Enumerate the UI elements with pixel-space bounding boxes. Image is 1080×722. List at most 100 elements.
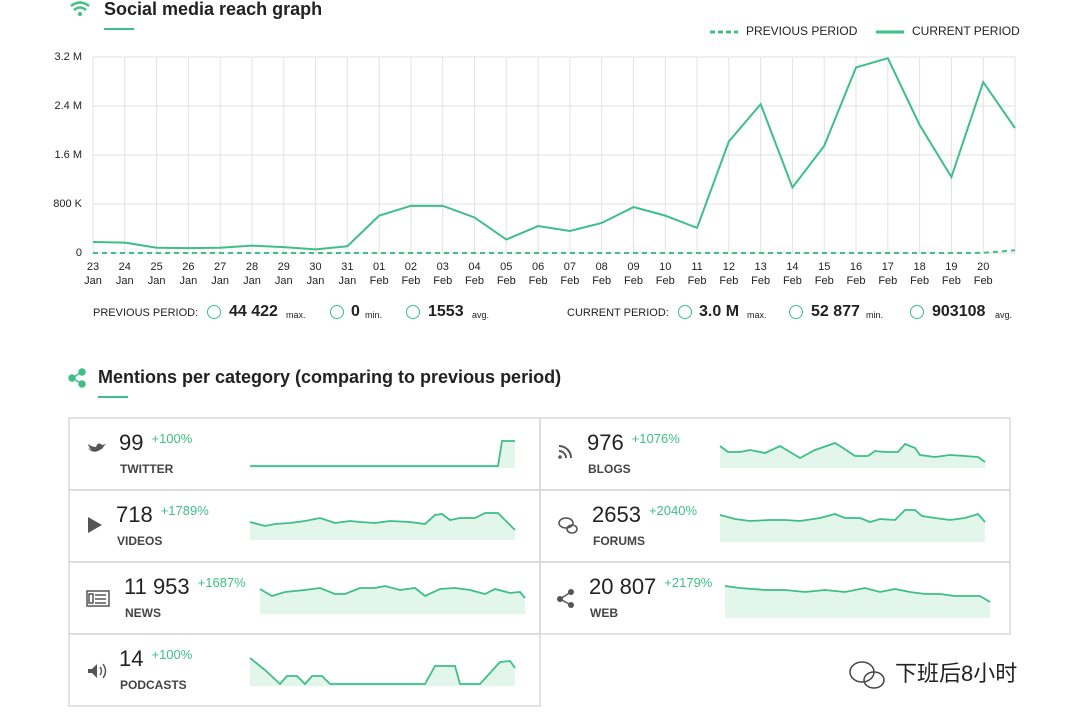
stat-value: 52 877 xyxy=(811,303,860,320)
x-tick-label: 02 Feb xyxy=(401,261,421,287)
category-change: +1687% xyxy=(197,575,246,590)
category-change: +100% xyxy=(151,431,193,446)
category-count: 976 xyxy=(587,430,624,455)
watermark-icon xyxy=(849,661,885,689)
category-name: VIDEOS xyxy=(117,534,163,548)
sparkline-area xyxy=(720,443,985,468)
stat-value: 903108 xyxy=(932,303,986,320)
sparkline-line xyxy=(724,585,991,603)
category-count: 99 xyxy=(119,430,144,455)
category-change: +1076% xyxy=(631,431,680,446)
sparkline-line xyxy=(259,585,526,599)
sparkline xyxy=(250,440,515,468)
stat-unit: avg. xyxy=(995,310,1013,320)
y-tick-label: 800 K xyxy=(53,198,82,210)
category-count: 20 807 xyxy=(589,574,657,599)
x-tick-label: 18 Feb xyxy=(910,261,930,287)
chart-title: Social media reach graph xyxy=(104,0,322,19)
sparkline xyxy=(724,585,991,618)
x-tick-label: 30 Jan xyxy=(306,261,325,287)
x-tick-label: 08 Feb xyxy=(592,261,612,287)
stat-icon xyxy=(678,305,692,319)
category-change: +1789% xyxy=(160,503,209,518)
x-tick-label: 17 Feb xyxy=(878,261,898,287)
stat-value: 0 xyxy=(351,303,360,320)
stat-icon xyxy=(910,305,924,319)
x-tick-label: 27 Jan xyxy=(211,261,230,287)
stat-icon xyxy=(789,305,803,319)
legend-label: PREVIOUS PERIOD xyxy=(746,24,858,38)
sparkline xyxy=(249,657,516,686)
x-tick-label: 10 Feb xyxy=(655,261,675,287)
x-tick-label: 29 Jan xyxy=(274,261,293,287)
sparkline-area xyxy=(720,510,985,542)
x-tick-label: 06 Feb xyxy=(528,261,548,287)
x-tick-label: 05 Feb xyxy=(496,261,516,287)
category-count: 718 xyxy=(116,502,153,527)
title-icon xyxy=(70,1,90,16)
x-tick-label: 01 Feb xyxy=(369,261,389,287)
stat-value: 3.0 M xyxy=(699,303,740,320)
sparkline-line xyxy=(719,509,986,523)
series-line xyxy=(93,249,1016,254)
x-tick-label: 31 Jan xyxy=(338,261,357,287)
category-name: FORUMS xyxy=(593,534,645,548)
y-tick-label: 3.2 M xyxy=(54,51,82,63)
mentions-title: Mentions per category (comparing to prev… xyxy=(98,367,561,387)
stat-icon xyxy=(406,305,420,319)
x-tick-label: 15 Feb xyxy=(814,261,834,287)
sparkline-line xyxy=(719,442,986,463)
stat-unit: max. xyxy=(286,310,306,320)
sparkline xyxy=(249,512,516,540)
sparkline xyxy=(719,442,986,468)
stat-value: 44 422 xyxy=(229,303,278,320)
x-tick-label: 11 Feb xyxy=(687,261,707,287)
x-tick-label: 19 Feb xyxy=(941,261,961,287)
sparkline-area xyxy=(260,586,525,614)
stat-label: CURRENT PERIOD: xyxy=(567,307,669,319)
mentions-icon xyxy=(68,368,86,388)
stat-unit: avg. xyxy=(472,310,490,320)
stat-icon xyxy=(207,305,221,319)
y-tick-label: 0 xyxy=(76,247,82,259)
x-tick-label: 13 Feb xyxy=(751,261,771,287)
x-tick-label: 16 Feb xyxy=(846,261,866,287)
stat-unit: min. xyxy=(365,310,383,320)
series-line xyxy=(92,57,1016,251)
stat-label: PREVIOUS PERIOD: xyxy=(93,307,199,319)
sparkline-line xyxy=(250,440,515,467)
x-tick-label: 07 Feb xyxy=(560,261,580,287)
category-change: +100% xyxy=(151,647,193,662)
x-tick-label: 26 Jan xyxy=(179,261,198,287)
x-tick-label: 12 Feb xyxy=(719,261,739,287)
category-change: +2040% xyxy=(648,503,698,518)
category-count: 11 953 xyxy=(124,574,190,599)
sparkline-area xyxy=(250,658,515,686)
watermark: 下班后8小时 xyxy=(895,661,1017,686)
sparkline xyxy=(719,509,986,542)
x-tick-label: 03 Feb xyxy=(433,261,453,287)
title-underline xyxy=(104,28,134,30)
category-name: NEWS xyxy=(125,606,161,620)
x-tick-label: 24 Jan xyxy=(115,261,134,287)
sparkline xyxy=(259,585,526,614)
category-change: +2179% xyxy=(664,575,713,590)
category-count: 2653 xyxy=(592,502,641,527)
stat-icon xyxy=(330,305,344,319)
x-tick-label: 23 Jan xyxy=(84,261,102,287)
stat-unit: max. xyxy=(747,310,767,320)
category-name: TWITTER xyxy=(120,462,174,476)
sparkline-line xyxy=(249,512,516,531)
category-count: 14 xyxy=(119,646,144,671)
category-icons xyxy=(86,443,578,679)
sparkline-area xyxy=(250,441,515,468)
category-name: WEB xyxy=(590,606,618,620)
stat-value: 1553 xyxy=(428,303,464,320)
mentions-grid xyxy=(68,417,1011,707)
x-tick-label: 20 Feb xyxy=(973,261,993,287)
x-tick-label: 14 Feb xyxy=(782,261,802,287)
category-name: BLOGS xyxy=(588,462,631,476)
x-tick-label: 28 Jan xyxy=(243,261,261,287)
